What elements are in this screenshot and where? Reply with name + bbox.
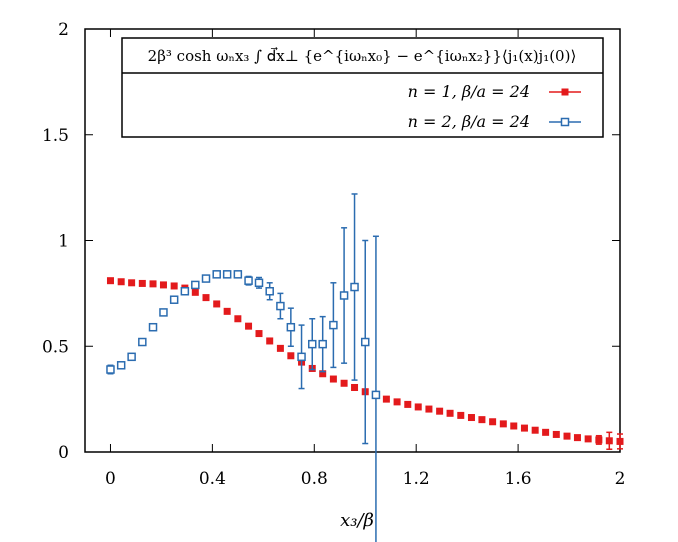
- legend-label-n2: n = 2, β/a = 24: [408, 112, 530, 131]
- data-point: [191, 280, 200, 290]
- x-tick-label: 0.8: [301, 469, 328, 489]
- data-point: [222, 270, 232, 279]
- data-point: [286, 322, 296, 332]
- data-point: [276, 344, 284, 352]
- legend: 2β³ cosh ωₙx₃ ∫ d⃗x⊥ {e^{iωₙx₀} − e^{iωₙ…: [121, 37, 604, 138]
- data-point: [319, 370, 327, 378]
- data-point: [467, 414, 475, 422]
- data-point: [266, 337, 274, 345]
- data-point: [360, 337, 370, 347]
- legend-label-n1: n = 1, β/a = 24: [408, 82, 530, 101]
- data-point: [446, 409, 454, 417]
- data-point: [563, 432, 571, 440]
- data-point: [318, 339, 327, 349]
- data-point: [234, 315, 242, 323]
- data-point: [307, 339, 317, 349]
- y-tick-label: 0: [58, 443, 69, 463]
- data-point: [116, 361, 126, 370]
- data-point: [191, 288, 199, 296]
- data-point: [180, 287, 190, 296]
- data-point: [351, 383, 359, 391]
- data-point: [616, 437, 624, 445]
- data-point: [128, 279, 136, 287]
- series-2: [106, 193, 381, 542]
- plot-area: 0 0.4 0.8 1.2 1.6 2 0 0.5 1 1.5 2: [42, 20, 625, 542]
- data-point: [371, 390, 381, 400]
- data-point: [159, 308, 168, 317]
- data-point: [265, 287, 274, 296]
- data-point: [457, 411, 465, 419]
- x-tick-label: 0: [105, 469, 116, 489]
- data-point: [233, 270, 243, 279]
- y-tick-label: 1: [58, 232, 69, 252]
- data-point: [254, 278, 264, 288]
- legend-box: [121, 37, 604, 138]
- data-point: [605, 437, 613, 445]
- data-point: [245, 322, 253, 330]
- data-point: [255, 330, 263, 338]
- data-point: [169, 295, 179, 304]
- x-axis-title: x₃/β: [340, 510, 374, 531]
- data-point: [489, 418, 497, 426]
- data-point: [213, 300, 221, 308]
- legend-title: 2β³ cosh ωₙx₃ ∫ d⃗x⊥ {e^{iωₙx₀} − e^{iωₙ…: [148, 46, 577, 65]
- data-point: [149, 280, 157, 288]
- data-point: [393, 398, 401, 406]
- data-point: [436, 407, 444, 415]
- data-point: [531, 426, 539, 434]
- x-tick-label: 1.6: [505, 469, 532, 489]
- data-point: [138, 279, 146, 287]
- data-point: [499, 420, 507, 428]
- data-point: [510, 422, 518, 430]
- data-point: [106, 277, 114, 285]
- data-point: [329, 375, 337, 383]
- data-point: [212, 270, 221, 279]
- data-point: [170, 282, 178, 290]
- legend-marker-2: [560, 117, 570, 127]
- data-point: [414, 403, 422, 411]
- data-point: [138, 337, 147, 347]
- data-point: [297, 352, 306, 362]
- data-point: [339, 291, 349, 300]
- data-point: [329, 320, 338, 330]
- data-point: [127, 352, 136, 362]
- y-tick-label: 1.5: [42, 126, 69, 146]
- data-point: [382, 395, 390, 403]
- data-point: [404, 400, 412, 408]
- data-point: [340, 379, 348, 387]
- data-point: [542, 428, 550, 436]
- data-point: [478, 416, 486, 424]
- data-point: [202, 294, 210, 302]
- data-point: [552, 430, 560, 438]
- data-point: [148, 322, 158, 332]
- y-tick-label: 2: [58, 20, 69, 40]
- x-tick-label: 1.2: [403, 469, 430, 489]
- data-point: [159, 281, 167, 289]
- data-point: [223, 307, 231, 315]
- x-tick-label: 0.4: [199, 469, 226, 489]
- data-point: [573, 434, 581, 442]
- series-1: [106, 277, 624, 451]
- data-point: [106, 365, 115, 374]
- data-point: [201, 274, 211, 283]
- y-tick-label: 0.5: [42, 337, 69, 357]
- data-point: [276, 301, 285, 311]
- data-point: [520, 424, 528, 432]
- data-point: [584, 435, 592, 443]
- data-point: [244, 276, 253, 285]
- data-point: [287, 352, 295, 360]
- data-point: [117, 278, 125, 286]
- data-point: [425, 405, 433, 413]
- x-tick-label: 2: [615, 469, 626, 489]
- data-point: [595, 436, 603, 444]
- legend-marker-1: [561, 88, 569, 96]
- data-point: [350, 282, 359, 292]
